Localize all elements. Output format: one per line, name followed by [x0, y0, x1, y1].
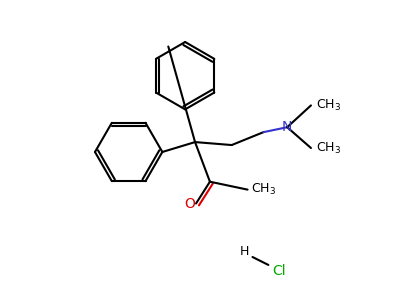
Text: Cl: Cl [272, 264, 286, 278]
Text: N: N [282, 120, 292, 134]
Text: CH$_3$: CH$_3$ [316, 140, 341, 156]
Text: CH$_3$: CH$_3$ [251, 182, 276, 197]
Text: CH$_3$: CH$_3$ [316, 98, 341, 113]
Text: O: O [185, 197, 196, 212]
Text: H: H [240, 244, 249, 258]
